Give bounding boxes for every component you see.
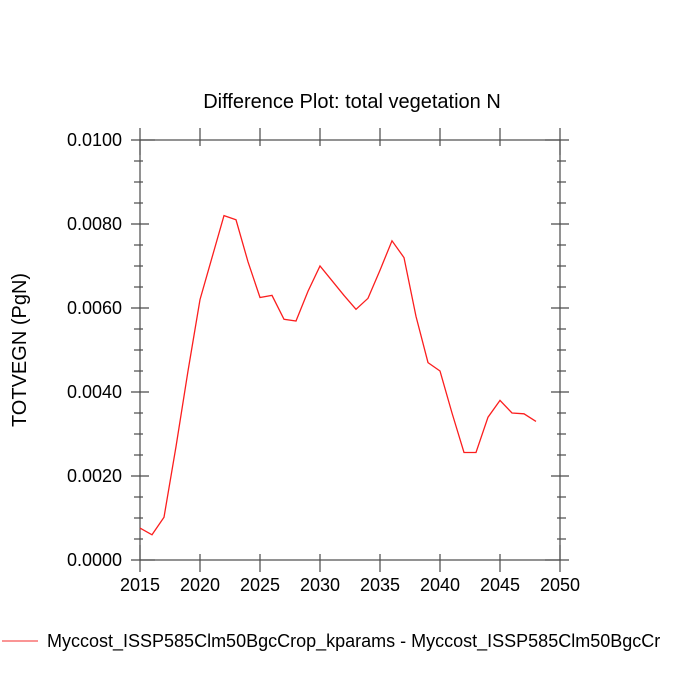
y-axis-tick-labels: 0.0000 0.0020 0.0040 0.0060 0.0080 0.0100 — [67, 130, 122, 570]
axis-ticks — [131, 128, 569, 572]
x-tick-label: 2015 — [120, 575, 160, 595]
plot-frame — [139, 139, 561, 561]
y-tick-label: 0.0080 — [67, 214, 122, 234]
legend-label: Myccost_ISSP585Clm50BgcCrop_kparams - My… — [47, 631, 660, 652]
x-tick-label: 2020 — [180, 575, 220, 595]
x-tick-label: 2030 — [300, 575, 340, 595]
y-tick-label: 0.0040 — [67, 382, 122, 402]
y-tick-label: 0.0060 — [67, 298, 122, 318]
x-tick-label: 2035 — [360, 575, 400, 595]
x-tick-label: 2040 — [420, 575, 460, 595]
y-tick-label: 0.0000 — [67, 550, 122, 570]
x-tick-label: 2045 — [480, 575, 520, 595]
x-tick-label: 2025 — [240, 575, 280, 595]
x-tick-label: 2050 — [540, 575, 580, 595]
y-tick-label: 0.0100 — [67, 130, 122, 150]
series-line — [139, 214, 537, 536]
chart-title: Difference Plot: total vegetation N — [203, 91, 501, 113]
y-tick-label: 0.0020 — [67, 466, 122, 486]
x-axis-tick-labels: 2015 2020 2025 2030 2035 2040 2045 2050 — [120, 575, 580, 595]
y-axis-title: TOTVEGN (PgN) — [9, 273, 31, 427]
